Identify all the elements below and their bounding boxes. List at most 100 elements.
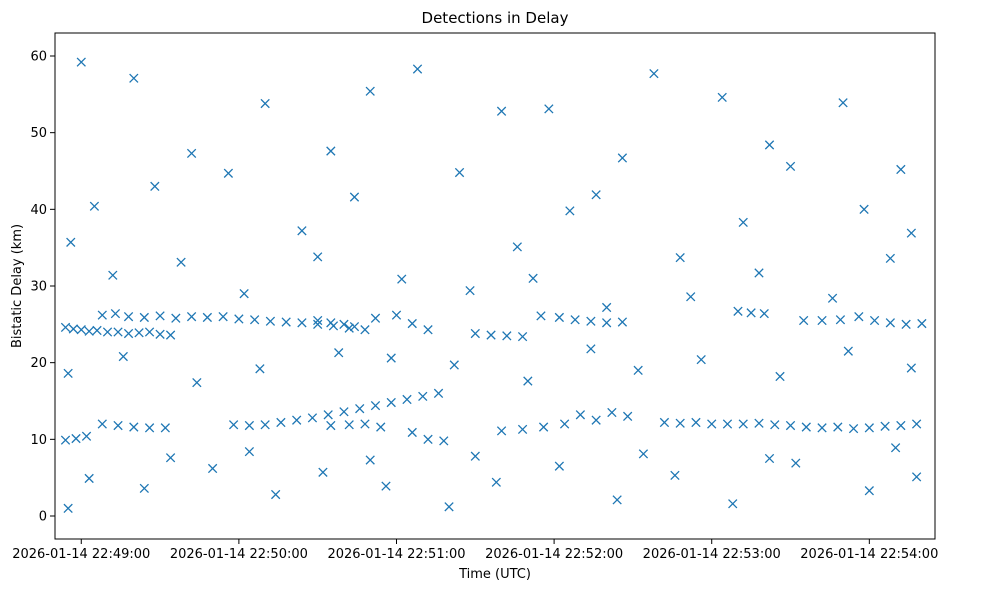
y-tick-label: 40 bbox=[30, 203, 47, 218]
data-point bbox=[764, 453, 775, 464]
data-point bbox=[838, 98, 848, 108]
data-point bbox=[313, 315, 323, 326]
data-point bbox=[817, 315, 827, 326]
data-point bbox=[722, 419, 733, 429]
data-point bbox=[207, 463, 218, 474]
data-point bbox=[659, 417, 670, 428]
data-point bbox=[864, 423, 874, 433]
data-point bbox=[686, 292, 696, 302]
data-point bbox=[418, 391, 428, 402]
data-point bbox=[265, 316, 276, 326]
data-point bbox=[612, 495, 622, 505]
data-point bbox=[134, 328, 144, 338]
y-tick-label: 50 bbox=[30, 126, 47, 141]
data-point bbox=[896, 420, 906, 431]
data-point bbox=[848, 423, 859, 434]
data-point bbox=[92, 325, 102, 336]
data-point bbox=[906, 228, 917, 238]
data-point bbox=[559, 419, 570, 429]
data-point bbox=[798, 315, 809, 326]
data-point bbox=[307, 413, 318, 423]
data-point bbox=[323, 410, 333, 420]
data-point bbox=[486, 330, 496, 340]
data-point bbox=[517, 424, 528, 435]
data-point bbox=[738, 419, 748, 429]
data-point bbox=[144, 327, 155, 337]
y-tick-label: 20 bbox=[30, 356, 47, 371]
y-axis: 0 10 20 30 40 50 60 bbox=[30, 50, 55, 525]
data-point bbox=[617, 153, 628, 163]
data-point bbox=[370, 313, 381, 323]
data-point bbox=[270, 489, 281, 500]
data-point bbox=[60, 435, 71, 445]
data-point bbox=[517, 331, 528, 342]
data-point bbox=[360, 325, 370, 335]
y-tick-label: 60 bbox=[30, 50, 47, 65]
data-point bbox=[770, 420, 780, 430]
data-point bbox=[376, 422, 386, 432]
data-point bbox=[880, 421, 890, 431]
data-point bbox=[76, 57, 86, 67]
data-point bbox=[155, 329, 165, 339]
data-point bbox=[565, 206, 575, 216]
data-point bbox=[601, 302, 612, 313]
data-point bbox=[63, 503, 73, 513]
data-point bbox=[244, 446, 255, 457]
x-tick-label: 2026-01-14 22:52:00 bbox=[485, 547, 623, 562]
data-point bbox=[896, 164, 906, 175]
data-point bbox=[554, 461, 565, 471]
data-point bbox=[281, 317, 291, 327]
data-point bbox=[150, 181, 160, 191]
x-tick-label: 2026-01-14 22:49:00 bbox=[12, 547, 150, 562]
data-point bbox=[318, 467, 328, 477]
data-point bbox=[586, 344, 596, 354]
data-point bbox=[791, 458, 801, 468]
data-point bbox=[470, 451, 480, 461]
x-tick-label: 2026-01-14 22:53:00 bbox=[643, 547, 781, 562]
data-point bbox=[108, 270, 118, 280]
data-point bbox=[155, 311, 165, 321]
data-point bbox=[649, 68, 659, 79]
data-point bbox=[835, 315, 846, 325]
data-point bbox=[670, 470, 680, 481]
data-point bbox=[496, 106, 507, 116]
y-tick-label: 0 bbox=[39, 510, 47, 525]
data-point bbox=[675, 252, 685, 263]
data-point bbox=[601, 318, 612, 328]
data-point bbox=[334, 348, 344, 358]
data-point bbox=[129, 422, 139, 432]
data-point bbox=[638, 449, 649, 459]
data-point bbox=[911, 472, 922, 482]
data-point bbox=[775, 371, 785, 382]
data-point bbox=[470, 328, 480, 339]
data-point bbox=[412, 64, 423, 74]
data-point bbox=[186, 148, 197, 159]
data-point bbox=[591, 415, 601, 425]
data-point bbox=[76, 325, 86, 335]
data-point bbox=[386, 397, 396, 408]
data-point bbox=[355, 404, 365, 414]
data-point bbox=[129, 73, 139, 83]
data-point bbox=[675, 418, 685, 428]
x-tick-label: 2026-01-14 22:54:00 bbox=[800, 547, 938, 562]
data-point bbox=[454, 167, 465, 178]
data-point bbox=[586, 316, 596, 326]
data-point bbox=[754, 268, 764, 278]
data-point bbox=[833, 422, 843, 432]
points-layer bbox=[60, 57, 927, 513]
data-point bbox=[255, 364, 265, 374]
data-point bbox=[528, 273, 538, 283]
data-point bbox=[239, 289, 249, 299]
x-tick-label: 2026-01-14 22:51:00 bbox=[327, 547, 465, 562]
data-point bbox=[911, 419, 922, 429]
data-point bbox=[854, 312, 864, 322]
data-point bbox=[391, 310, 402, 320]
data-point bbox=[444, 502, 454, 512]
data-point bbox=[97, 310, 107, 320]
data-point bbox=[381, 481, 391, 491]
data-point bbox=[449, 360, 459, 370]
data-point bbox=[901, 319, 911, 329]
data-point bbox=[186, 312, 197, 322]
data-point bbox=[144, 423, 155, 433]
